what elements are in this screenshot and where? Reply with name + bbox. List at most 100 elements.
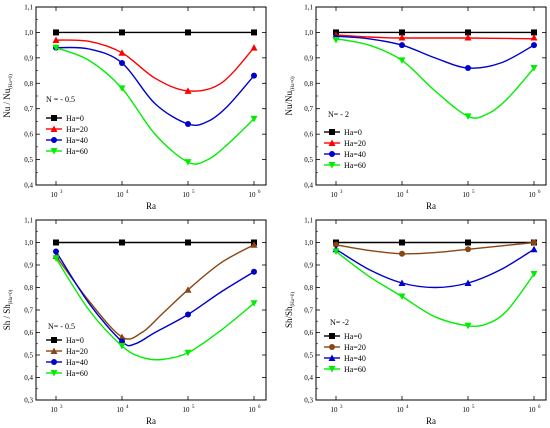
y-tick-label: 0,6 [304,131,313,139]
data-point [465,65,471,72]
legend-marker [50,347,58,354]
y-tick-label: 0,5 [304,156,313,164]
parameter-annotation: N= -2 [330,318,349,327]
y-tick-label: 0,5 [304,352,313,360]
x-axis-label: Ra [146,201,156,211]
data-point [399,42,405,49]
data-point [465,29,471,36]
data-point [398,34,406,41]
series-ha-0 [333,29,537,36]
legend-item: Ha=60 [324,161,366,170]
x-axis-label: Ra [426,201,436,211]
y-axis-label-subscript: (Ha=0) [9,289,14,304]
y-axis-label-subscript: (Ha=0) [291,76,296,91]
x-tick-label: 10 [397,406,405,414]
data-point [118,85,126,92]
data-point [185,239,191,246]
x-tick-exponent: 4 [126,190,129,195]
legend-marker [50,125,58,132]
legend-marker [51,137,57,143]
legend-label: Ha=0 [66,336,84,345]
x-tick-exponent: 6 [258,190,261,195]
series-line [55,257,255,361]
legend-label: Ha=40 [66,136,88,145]
y-tick-label: 0,8 [24,284,33,292]
x-tick-exponent: 6 [538,405,541,410]
series-line [335,250,535,327]
series-line [55,244,255,340]
parameter-annotation: N= - 0.5 [48,322,75,331]
x-axis-label: Ra [146,416,156,426]
data-point [531,42,537,49]
legend-item: Ha=60 [324,365,366,374]
series-line [55,46,255,126]
legend-marker [329,151,335,157]
data-point [332,37,340,44]
legend-marker [328,162,336,169]
x-tick-label: 10 [463,406,471,414]
parameter-annotation: N = - 0.5 [46,95,75,104]
data-point [531,239,537,246]
x-tick-label: 10 [183,406,191,414]
legend-item: Ha=40 [46,358,88,367]
y-axis-label: Sh/Sh(Ha=0) [284,292,296,328]
series-line [335,38,535,119]
data-point [184,286,192,293]
series-line [335,248,535,289]
legend-item: Ha=0 [324,128,362,137]
data-point [398,279,406,286]
data-point [464,113,472,120]
legend: Ha=0 Ha=20 Ha=40 Ha=60 [46,114,88,156]
data-point [119,239,125,246]
legend-item: Ha=20 [324,139,366,148]
legend-marker [50,148,58,155]
series-ha-60 [332,37,538,120]
data-point [53,248,59,255]
series-ha-0 [333,239,537,246]
legend-item: Ha=20 [46,125,88,134]
data-point [530,34,538,41]
legend-label: Ha=60 [344,365,366,374]
y-tick-label: 0,8 [304,80,313,88]
x-tick-label: 10 [51,406,59,414]
legend-marker [51,115,57,121]
data-point [118,49,126,56]
legend-marker [51,337,57,343]
data-point [464,279,472,286]
y-tick-label: 0,4 [24,374,33,382]
x-tick-label: 10 [183,191,191,199]
x-tick-label: 10 [529,406,537,414]
data-point [531,29,537,36]
y-tick-label: 0,7 [304,307,313,315]
x-tick-exponent: 6 [538,190,541,195]
data-point [185,29,191,36]
legend-label: Ha=20 [66,347,88,356]
legend-label: Ha=60 [344,161,366,170]
x-tick-label: 10 [249,191,257,199]
data-point [464,34,472,41]
x-tick-label: 10 [117,191,125,199]
data-point [119,29,125,36]
y-tick-label: 0,8 [304,284,313,292]
data-point [53,239,59,246]
series-ha-20 [333,239,537,257]
y-tick-label: 0,4 [304,182,313,190]
y-tick-label: 1,1 [24,4,33,12]
y-tick-label: 0,5 [24,352,33,360]
legend-label: Ha=60 [66,369,88,378]
legend-item: Ha=20 [46,347,88,356]
data-point [399,239,405,246]
legend-item: Ha=40 [324,354,366,363]
legend-marker [328,366,336,373]
data-point [53,29,59,36]
data-point [184,349,192,357]
series-ha-20 [52,36,258,94]
y-tick-label: 0,7 [24,307,33,315]
data-point [184,87,192,94]
data-point [399,29,405,36]
data-point [465,246,471,253]
y-tick-label: 1,0 [24,29,33,37]
y-tick-label: 0,6 [304,329,313,337]
series-ha-40 [53,248,257,347]
x-tick-exponent: 4 [406,405,409,410]
